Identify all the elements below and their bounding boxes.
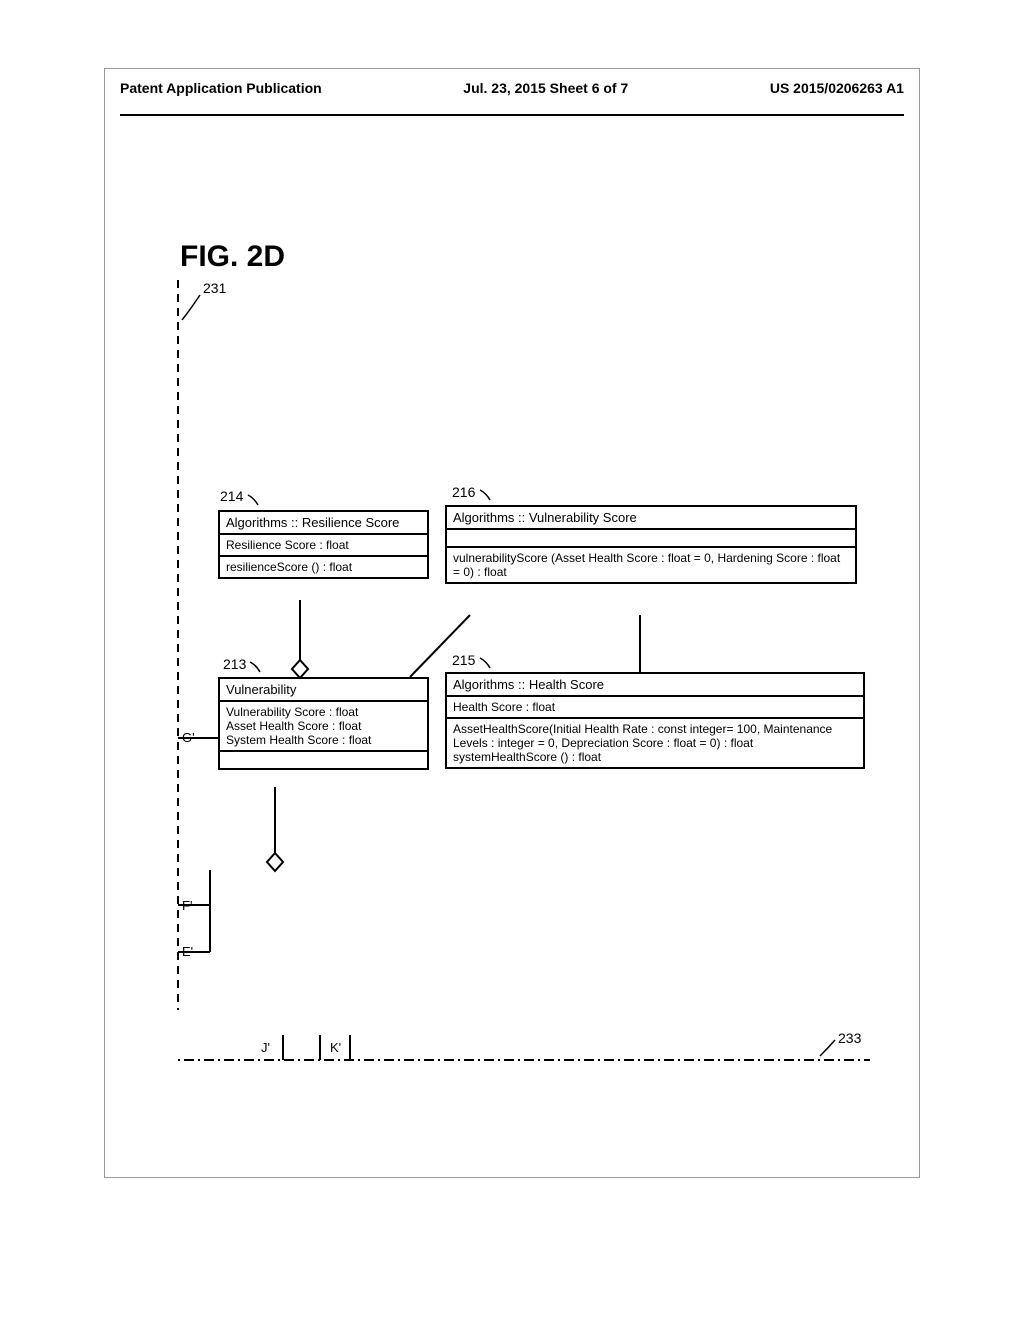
uml-title: Algorithms :: Vulnerability Score: [447, 507, 855, 530]
uml-attrs: [447, 530, 855, 548]
uml-title: Algorithms :: Resilience Score: [220, 512, 427, 535]
ref-231: 231: [203, 280, 226, 296]
uml-vulnerability: Vulnerability Vulnerability Score : floa…: [218, 677, 429, 770]
uml-ops: [220, 752, 427, 768]
label-f: F': [182, 898, 192, 913]
label-j: J': [261, 1040, 270, 1055]
uml-vulnerability-score: Algorithms :: Vulnerability Score vulner…: [445, 505, 857, 584]
ref-214: 214: [220, 488, 243, 504]
ref-215: 215: [452, 652, 475, 668]
uml-ops: resilienceScore () : float: [220, 557, 427, 577]
page: Patent Application Publication Jul. 23, …: [0, 0, 1024, 1320]
uml-ops: AssetHealthScore(Initial Health Rate : c…: [447, 719, 863, 767]
uml-title: Vulnerability: [220, 679, 427, 702]
header-center: Jul. 23, 2015 Sheet 6 of 7: [463, 80, 628, 110]
uml-resilience-score: Algorithms :: Resilience Score Resilienc…: [218, 510, 429, 579]
uml-attrs: Vulnerability Score : floatAsset Health …: [220, 702, 427, 752]
ref-233: 233: [838, 1030, 861, 1046]
label-e: E': [182, 944, 193, 959]
label-g: G': [182, 730, 195, 745]
uml-health-score: Algorithms :: Health Score Health Score …: [445, 672, 865, 769]
header-left: Patent Application Publication: [120, 80, 322, 110]
label-k: K': [330, 1040, 341, 1055]
figure-title: FIG. 2D: [180, 240, 285, 274]
header: Patent Application Publication Jul. 23, …: [120, 80, 904, 116]
uml-attrs: Resilience Score : float: [220, 535, 427, 557]
uml-attrs: Health Score : float: [447, 697, 863, 719]
header-right: US 2015/0206263 A1: [770, 80, 904, 110]
page-border: [104, 68, 920, 1178]
uml-title: Algorithms :: Health Score: [447, 674, 863, 697]
uml-ops: vulnerabilityScore (Asset Health Score :…: [447, 548, 855, 582]
ref-213: 213: [223, 656, 246, 672]
ref-216: 216: [452, 484, 475, 500]
